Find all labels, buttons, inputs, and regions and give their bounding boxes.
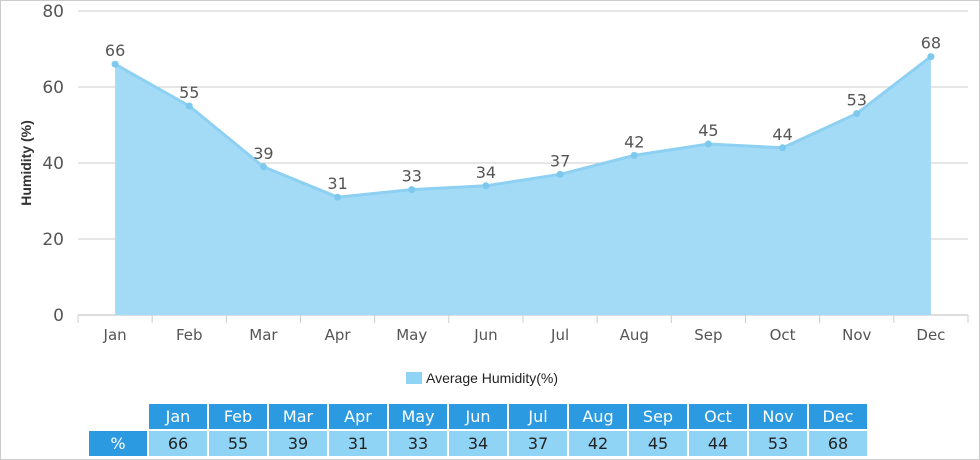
table-header-cell: May <box>389 404 447 429</box>
humidity-area-chart: 0 20 40 60 80 Humidity (%) Jan 66 Feb 55 Mar 39 Apr 3… <box>18 2 969 344</box>
x-tick-label: May <box>396 326 427 344</box>
data-point <box>259 163 267 171</box>
data-point <box>630 151 638 159</box>
table-value-cell: 39 <box>269 431 327 456</box>
data-point <box>927 53 935 61</box>
series-line <box>114 55 932 199</box>
table-value-cell: 44 <box>689 431 747 456</box>
data-label: 34 <box>476 163 496 182</box>
data-label: 33 <box>402 167 422 186</box>
data-label: 42 <box>624 132 644 151</box>
table-header-cell: Apr <box>329 404 387 429</box>
table-header-cell: Nov <box>749 404 807 429</box>
x-tick-label: Sep <box>694 326 722 344</box>
data-label: 39 <box>253 144 273 163</box>
table-header-cell: Aug <box>569 404 627 429</box>
data-table: Jan Feb Mar Apr May Jun Jul Aug Sep Oct Nov Dec% 66 5… <box>87 402 869 458</box>
data-point <box>704 140 712 148</box>
x-tick-label: Nov <box>842 326 871 344</box>
x-tick-label: Oct <box>770 326 796 344</box>
data-label: 31 <box>327 174 347 193</box>
data-point <box>408 186 416 194</box>
table-header-cell: Jun <box>449 404 507 429</box>
x-tick-label: Feb <box>176 326 203 344</box>
x-tick-label: Jun <box>473 326 497 344</box>
data-point <box>556 170 564 178</box>
data-label: 44 <box>772 125 792 144</box>
legend-swatch <box>406 372 422 384</box>
data-point <box>334 193 342 201</box>
data-point <box>185 102 193 110</box>
y-axis-label: Humidity (%) <box>18 120 34 206</box>
data-point <box>779 144 787 152</box>
x-tick-label: Mar <box>249 326 278 344</box>
legend-label: Average Humidity(%) <box>426 370 559 386</box>
table-value-cell: 34 <box>449 431 507 456</box>
data-label: 53 <box>847 91 867 110</box>
table-header-cell: Mar <box>269 404 327 429</box>
x-tick-label: Apr <box>325 326 352 344</box>
data-label: 45 <box>698 121 718 140</box>
table-value-cell: 53 <box>749 431 807 456</box>
data-label: 37 <box>550 151 570 170</box>
y-tick-label: 20 <box>42 230 64 250</box>
data-label: 66 <box>105 41 125 60</box>
table-header-cell: Jan <box>149 404 207 429</box>
x-tick-label: Jul <box>550 326 569 344</box>
data-point <box>482 182 490 190</box>
data-point <box>111 60 119 68</box>
table-value-cell: 37 <box>509 431 567 456</box>
table-header-cell: Feb <box>209 404 267 429</box>
table-value-cell: 66 <box>149 431 207 456</box>
x-tick-label: Dec <box>916 326 945 344</box>
table-value-cell: 42 <box>569 431 627 456</box>
area-fill <box>115 56 931 315</box>
x-tick-label: Jan <box>103 326 127 344</box>
table-value-cell: 68 <box>809 431 867 456</box>
table-header-cell: Sep <box>629 404 687 429</box>
y-tick-label: 0 <box>53 306 64 326</box>
table-value-cell: 33 <box>389 431 447 456</box>
y-tick-label: 60 <box>42 78 64 98</box>
table-header-cell: Jul <box>509 404 567 429</box>
table-header-cell: Dec <box>809 404 867 429</box>
table-value-cell: 31 <box>329 431 387 456</box>
data-label: 55 <box>179 83 199 102</box>
table-value-cell: 55 <box>209 431 267 456</box>
row-label: % <box>89 431 147 456</box>
data-point <box>853 110 861 118</box>
y-tick-label: 80 <box>42 2 64 22</box>
x-tick-label: Aug <box>620 326 649 344</box>
table-header-cell: Oct <box>689 404 747 429</box>
table-value-cell: 45 <box>629 431 687 456</box>
data-label: 68 <box>921 34 941 53</box>
legend-item[interactable]: Average Humidity(%) <box>406 370 558 386</box>
y-tick-label: 40 <box>42 154 64 174</box>
